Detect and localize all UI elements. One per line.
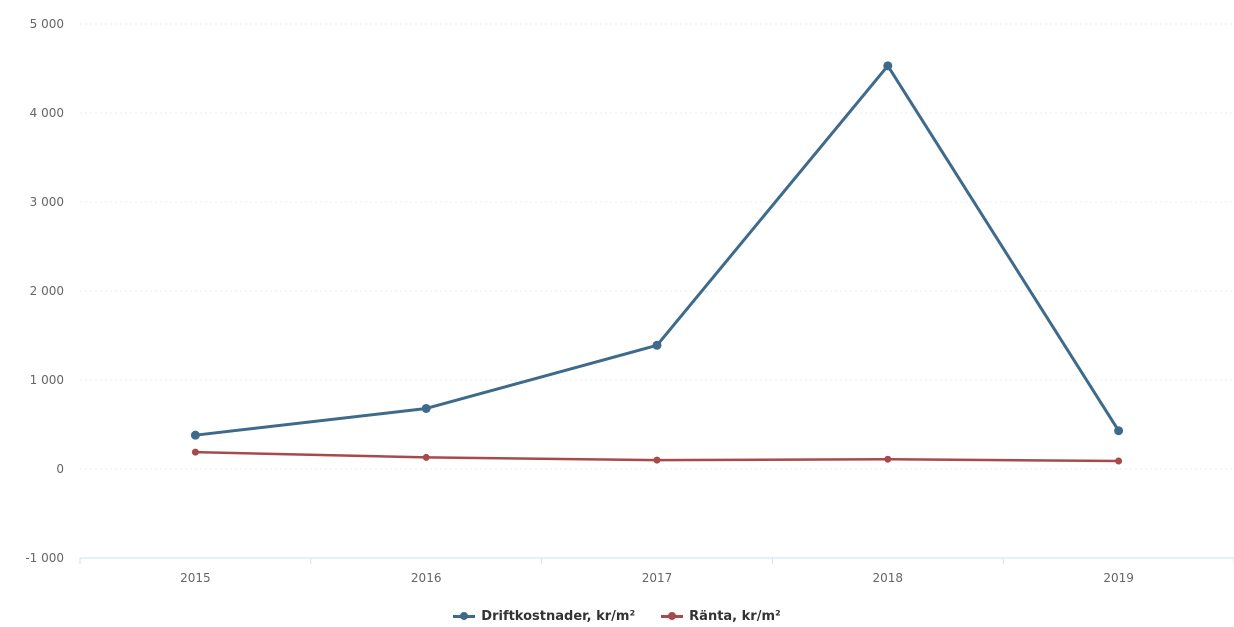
y-tick-label: 0 <box>56 462 64 476</box>
x-tick-label: 2017 <box>642 571 673 585</box>
legend-label-ranta: Ränta, kr/m² <box>689 608 781 624</box>
data-point[interactable] <box>190 430 200 440</box>
data-point[interactable] <box>652 340 662 350</box>
y-tick-label: 2 000 <box>30 284 64 298</box>
legend-item-driftkostnader[interactable]: Driftkostnader, kr/m² <box>453 609 635 624</box>
legend: Driftkostnader, kr/m² Ränta, kr/m² <box>0 606 1234 626</box>
gridlines <box>80 23 1234 559</box>
data-point[interactable] <box>1114 426 1124 436</box>
data-point[interactable] <box>1115 457 1123 465</box>
y-tick-label: -1 000 <box>25 551 64 565</box>
y-tick-label: 5 000 <box>30 17 64 31</box>
data-point[interactable] <box>191 448 199 456</box>
y-tick-label: 3 000 <box>30 195 64 209</box>
series-lines <box>190 61 1124 465</box>
legend-label-driftkostnader: Driftkostnader, kr/m² <box>481 608 636 624</box>
x-tick-label: 2019 <box>1103 571 1134 585</box>
data-point[interactable] <box>421 403 431 413</box>
y-tick-label: 1 000 <box>30 373 64 387</box>
data-point[interactable] <box>883 61 893 71</box>
y-tick-label: 4 000 <box>30 106 64 120</box>
y-axis-tick-labels: -1 000 0 1 000 2 000 3 000 4 000 5 000 <box>25 17 64 565</box>
legend-item-ranta[interactable]: Ränta, kr/m² <box>661 609 781 624</box>
legend-swatch-ranta <box>661 611 684 621</box>
x-tick-label: 2016 <box>411 571 442 585</box>
x-tick-label: 2015 <box>180 571 211 585</box>
x-axis: 2015 2016 2017 2018 2019 <box>79 558 1234 585</box>
x-tick-label: 2018 <box>873 571 904 585</box>
data-point[interactable] <box>422 453 430 461</box>
legend-swatch-driftkostnader <box>453 611 476 621</box>
data-point[interactable] <box>884 455 892 463</box>
data-point[interactable] <box>653 456 661 464</box>
